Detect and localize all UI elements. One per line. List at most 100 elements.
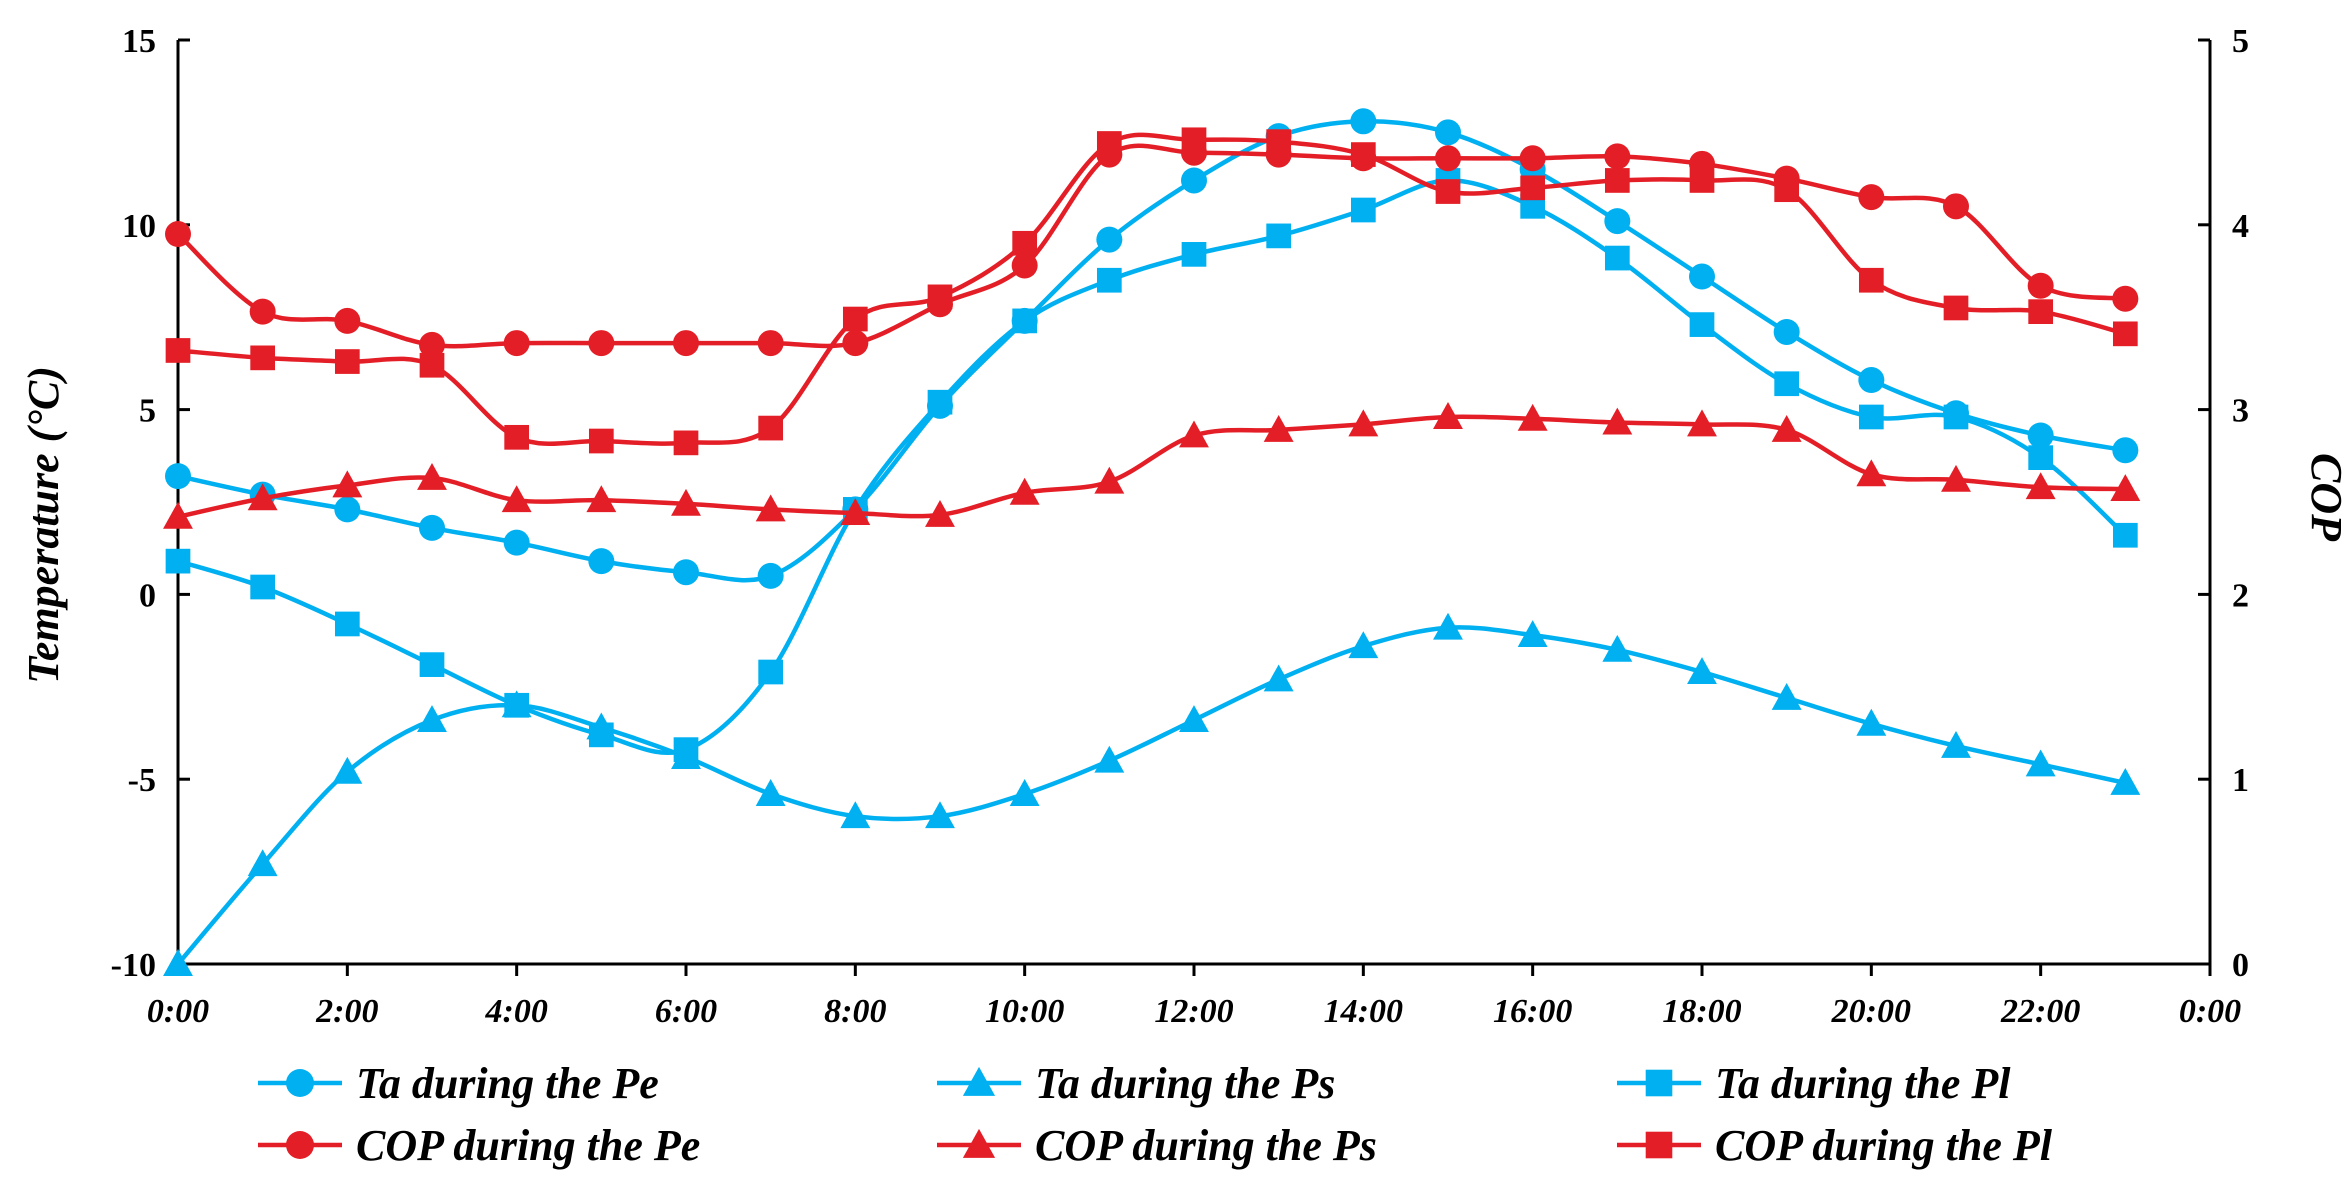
legend-item: Ta during the Pl <box>1617 1059 2011 1108</box>
data-point <box>2110 474 2141 502</box>
data-point <box>1181 242 1207 267</box>
data-point <box>1433 612 1463 640</box>
series-5 <box>163 402 2141 529</box>
series-layer <box>163 108 2141 976</box>
legend-swatch-marker <box>286 1131 314 1159</box>
data-point <box>1094 745 1125 773</box>
data-point <box>419 352 445 378</box>
data-point <box>1858 267 1884 293</box>
legend-swatch-marker <box>1645 1069 1673 1097</box>
y-tick-label: 5 <box>139 393 156 430</box>
data-point <box>2027 422 2054 449</box>
series-line <box>177 178 2127 756</box>
x-tick-label: 6:00 <box>655 993 717 1030</box>
data-point <box>1858 367 1885 394</box>
legend-label: COP during the Pl <box>1715 1121 2053 1170</box>
x-tick-label: 12:00 <box>1154 993 1233 1030</box>
legend-swatch-marker <box>962 1066 996 1096</box>
data-point <box>1096 131 1122 156</box>
data-point <box>165 221 191 248</box>
y-axis-ticks: -10 -5 0 5 10 15 <box>111 23 190 984</box>
data-point <box>501 485 532 513</box>
data-point <box>673 330 699 357</box>
y-tick-label: -10 <box>111 947 156 984</box>
y2-tick-label: 5 <box>2232 23 2249 60</box>
y-tick-label: 0 <box>139 577 156 614</box>
x-tick-label: 10:00 <box>985 993 1064 1030</box>
data-point <box>247 849 278 877</box>
y2-tick-label: 3 <box>2232 393 2249 430</box>
x-tick-label: 2:00 <box>315 993 378 1030</box>
data-point <box>165 338 191 363</box>
data-point <box>2112 522 2138 548</box>
data-point <box>1435 119 1461 146</box>
data-point <box>842 306 868 332</box>
data-point <box>1012 230 1038 256</box>
data-point <box>842 330 869 357</box>
series-1 <box>165 108 2139 589</box>
data-point <box>1263 414 1294 442</box>
data-point <box>1266 129 1292 154</box>
data-point <box>1348 409 1379 437</box>
data-point <box>1096 226 1123 253</box>
data-point <box>2112 285 2139 312</box>
data-point <box>1774 371 1800 397</box>
series-3 <box>165 168 2138 762</box>
legend-label: COP during the Pe <box>356 1121 700 1170</box>
x-tick-label: 0:00 <box>2179 993 2241 1030</box>
x-tick-label: 4:00 <box>485 993 548 1030</box>
data-point <box>334 496 361 523</box>
data-point <box>1181 167 1207 194</box>
data-point <box>2110 767 2141 795</box>
data-point <box>755 494 786 522</box>
data-point <box>586 485 617 513</box>
data-point <box>1602 634 1633 662</box>
y2-axis-ticks: 0 1 2 3 4 5 <box>2198 23 2249 984</box>
data-point <box>925 801 955 829</box>
data-point <box>2112 437 2139 464</box>
data-point <box>1771 682 1802 710</box>
y2-tick-label: 2 <box>2232 577 2249 614</box>
data-point <box>1604 168 1630 193</box>
y-tick-label: -5 <box>128 762 156 799</box>
data-point <box>1773 318 1800 345</box>
data-point <box>163 501 193 529</box>
data-point <box>334 307 361 334</box>
data-point <box>1689 168 1715 193</box>
data-point <box>1689 312 1715 337</box>
legend-label: Ta during the Pl <box>1715 1059 2011 1108</box>
data-point <box>1858 184 1885 211</box>
data-point <box>419 652 445 677</box>
data-point <box>1941 730 1971 758</box>
legend-label: Ta during the Ps <box>1035 1059 1335 1108</box>
data-point <box>1266 223 1292 249</box>
series-line <box>177 132 2126 447</box>
data-point <box>840 498 871 526</box>
legend-item: COP during the Pl <box>1617 1121 2053 1170</box>
legend-label: Ta during the Pe <box>356 1059 659 1108</box>
data-point <box>1435 179 1461 204</box>
data-point <box>1604 245 1630 271</box>
data-point <box>249 298 276 325</box>
data-point <box>1350 197 1376 223</box>
data-point <box>1687 409 1717 437</box>
x-tick-label: 0:00 <box>147 993 209 1030</box>
x-tick-label: 8:00 <box>824 993 886 1030</box>
data-point <box>2027 272 2054 299</box>
data-point <box>334 611 360 637</box>
data-point <box>247 483 278 511</box>
data-point <box>1687 657 1717 684</box>
data-point <box>1012 308 1038 334</box>
data-point <box>1096 267 1122 293</box>
data-point <box>1433 402 1463 429</box>
data-point <box>1350 108 1377 135</box>
legend-swatch-marker <box>1645 1131 1673 1159</box>
series-line <box>176 143 2126 349</box>
y2-tick-label: 4 <box>2232 208 2249 245</box>
data-point <box>1943 295 1969 321</box>
data-point <box>250 345 276 371</box>
data-point <box>840 801 871 829</box>
data-point <box>1520 175 1546 201</box>
data-point <box>1941 464 1971 492</box>
x-tick-label: 16:00 <box>1493 993 1572 1030</box>
